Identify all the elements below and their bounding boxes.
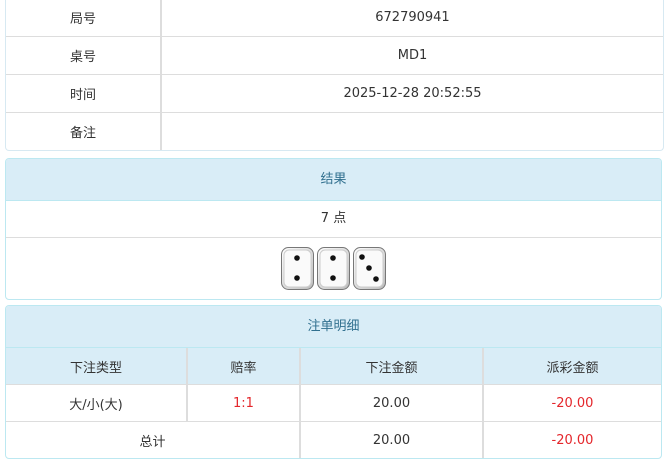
die-3-icon: [353, 247, 386, 290]
info-row-table: 桌号 MD1: [6, 36, 663, 75]
time-label: 时间: [6, 74, 162, 113]
result-title: 结果: [6, 159, 661, 201]
info-row-remark: 备注: [6, 112, 663, 151]
die-pip: [330, 275, 336, 281]
info-row-time: 时间 2025-12-28 20:52:55: [6, 74, 663, 113]
info-row-round: 局号 672790941: [6, 0, 663, 37]
total-label: 总计: [6, 421, 301, 458]
bet-details-panel: 注单明细 下注类型 赔率 下注金额 派彩金额 大/小(大) 1:1 20.00 …: [5, 305, 662, 459]
die-pip: [373, 276, 379, 282]
remark-label: 备注: [6, 112, 162, 150]
table-row: 大/小(大) 1:1 20.00 -20.00: [6, 384, 661, 422]
die-2-icon: [281, 247, 314, 290]
die-2-icon: [317, 247, 350, 290]
table-value: MD1: [161, 36, 663, 75]
odds: 1:1: [187, 384, 301, 422]
total-payout: -20.00: [551, 432, 594, 448]
bet-type: 大/小(大): [6, 384, 188, 422]
table-header-row: 下注类型 赔率 下注金额 派彩金额: [6, 348, 661, 385]
die-pip: [294, 275, 300, 281]
die-pip: [359, 254, 365, 260]
payout: -20.00: [483, 384, 661, 422]
total-amount: 20.00: [300, 421, 484, 458]
col-payout: 派彩金额: [483, 348, 661, 385]
round-info-table: 局号 672790941 桌号 MD1 时间 2025-12-28 20:52:55 …: [5, 0, 664, 151]
round-value: 672790941: [161, 0, 663, 37]
result-points: 7 点: [6, 201, 661, 238]
table-label: 桌号: [6, 36, 162, 75]
bet-amount: 20.00: [300, 384, 484, 422]
die-pip: [366, 265, 372, 271]
bet-details-title: 注单明细: [6, 306, 661, 348]
result-panel: 结果 7 点: [5, 158, 662, 300]
col-bet-amount: 下注金额: [300, 348, 484, 385]
dice-row: [6, 238, 661, 299]
col-odds: 赔率: [187, 348, 301, 385]
round-label: 局号: [6, 0, 162, 37]
remark-value: [161, 113, 663, 151]
bet-details-table: 下注类型 赔率 下注金额 派彩金额 大/小(大) 1:1 20.00 -20.0…: [6, 348, 661, 458]
col-bet-type: 下注类型: [6, 348, 188, 385]
die-pip: [330, 255, 336, 261]
time-value: 2025-12-28 20:52:55: [161, 74, 663, 113]
die-pip: [294, 255, 300, 261]
total-row: 总计 20.00 -20.00: [6, 421, 661, 458]
